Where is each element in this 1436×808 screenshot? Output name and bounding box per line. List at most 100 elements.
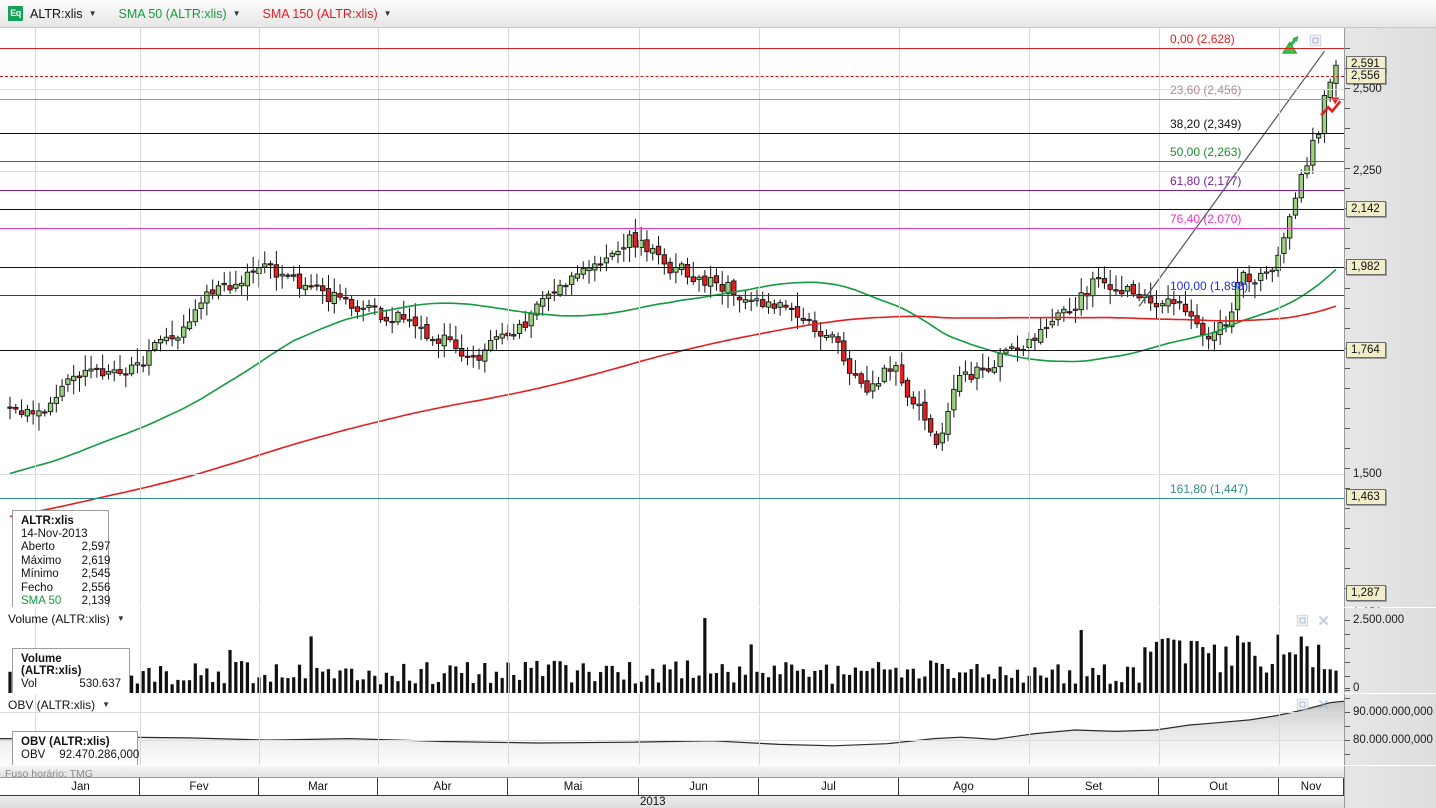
fib-level-236-line — [0, 99, 1344, 100]
obv-legend-label: OBV — [21, 749, 46, 761]
month-label-nov[interactable]: Nov — [1279, 778, 1344, 796]
month-labels-row[interactable]: Jan Fev Mar Abr Mai Jun Jul Ago Set Out Nov — [0, 778, 1344, 796]
obv-area-series — [0, 700, 1344, 765]
symbol-selector[interactable]: ALTR:xlis ▼ — [30, 7, 96, 21]
axis-tick — [1345, 634, 1350, 635]
time-axis-band — [0, 766, 1344, 778]
month-label-jun[interactable]: Jun — [639, 778, 759, 796]
price-panel-controls[interactable] — [1288, 34, 1322, 47]
legend-title: ALTR:xlis — [21, 515, 74, 527]
axis-tick — [1345, 448, 1350, 449]
axis-tick — [1345, 698, 1350, 699]
legend-sma50-label: SMA 50 — [21, 595, 62, 607]
axis-tick — [1345, 48, 1350, 49]
obv-panel-controls[interactable] — [1296, 698, 1330, 711]
obv-panel-header[interactable]: OBV (ALTR:xlis) ▼ — [8, 698, 110, 712]
obv-axis-label: 80.000.000,000 — [1353, 734, 1433, 746]
axis-tick — [1345, 620, 1350, 621]
volume-plot-area[interactable]: Volume (ALTR:xlis) ▼ Volume (ALTR:xlis) … — [0, 608, 1344, 693]
fib-level-382-label: 38,20 (2,349) — [1170, 117, 1242, 131]
legend-open-value: 2,597 — [81, 541, 111, 554]
fib-level-1618-label: 161,80 (1,447) — [1170, 482, 1249, 496]
price-tag-level-1982[interactable]: 1,982 — [1346, 259, 1386, 275]
candlestick-series — [7, 41, 1342, 518]
year-band — [0, 796, 1344, 808]
volume-panel-header[interactable]: Volume (ALTR:xlis) ▼ — [8, 612, 125, 626]
fib-level-500-label: 50,00 (2,263) — [1170, 145, 1242, 159]
fib-level-500-line — [0, 161, 1344, 162]
price-axis[interactable]: 2,5002,2501,5001,2502,5912,5562,1421,982… — [1344, 28, 1436, 619]
price-plot-area[interactable]: 0,00 (2,628) 23,60 (2,456) 38,20 (2,349) 50… — [0, 28, 1344, 607]
price-tag-level-1287[interactable]: 1,287 — [1346, 585, 1386, 601]
volume-axis[interactable]: 2.500.000 0 — [1344, 608, 1436, 694]
volume-legend-value: 530.637 — [79, 678, 121, 690]
axis-tick — [1345, 428, 1350, 429]
support-resistance-line — [0, 209, 1344, 210]
volume-legend-box: Volume (ALTR:xlis) Vol 530.637 — [12, 648, 130, 693]
symbol-label: ALTR:xlis — [30, 6, 83, 21]
axis-tick — [1345, 248, 1350, 249]
axis-tick — [1345, 676, 1350, 677]
axis-tick — [1345, 328, 1350, 329]
sma50-label: SMA 50 (ALTR:xlis) — [118, 6, 227, 21]
indicator-sma150[interactable]: SMA 150 (ALTR:xlis) ▼ — [263, 7, 392, 21]
price-tag-level-1463[interactable]: 1,463 — [1346, 489, 1386, 505]
axis-corner — [1344, 766, 1436, 808]
axis-tick — [1345, 568, 1350, 569]
obv-axis[interactable]: 90.000.000,000 80.000.000,000 — [1344, 694, 1436, 765]
volume-axis-label: 0 — [1353, 682, 1360, 694]
maximize-icon[interactable] — [1296, 614, 1309, 627]
month-label-mar[interactable]: Mar — [259, 778, 378, 796]
chevron-down-icon: ▼ — [232, 8, 241, 18]
chevron-down-icon: ▼ — [102, 700, 111, 709]
equity-badge-icon: Eq — [8, 6, 23, 21]
time-axis[interactable]: Jan Fev Mar Abr Mai Jun Jul Ago Set Out Nov 2013 — [0, 766, 1436, 808]
close-icon[interactable] — [1317, 614, 1330, 627]
month-label-ago[interactable]: Ago — [899, 778, 1029, 796]
price-legend-box: ALTR:xlis 14-Nov-2013 Aberto 2,597 Máxim… — [12, 510, 111, 607]
legend-high-value: 2,619 — [81, 554, 111, 567]
volume-panel-controls[interactable] — [1296, 614, 1330, 627]
month-label-fev[interactable]: Fev — [140, 778, 259, 796]
month-label-set[interactable]: Set — [1029, 778, 1159, 796]
axis-tick — [1345, 754, 1350, 755]
legend-date: 14-Nov-2013 — [21, 528, 88, 540]
axis-tick — [1345, 288, 1350, 289]
trend-up-icon[interactable] — [1288, 34, 1301, 47]
support-resistance-line — [0, 267, 1344, 268]
month-label-jan[interactable]: Jan — [22, 778, 140, 796]
legend-high-label: Máximo — [21, 554, 62, 567]
axis-tick — [1345, 368, 1350, 369]
price-tag-level-2142[interactable]: 2,142 — [1346, 201, 1386, 217]
price-axis-label: 2,250 — [1353, 165, 1382, 177]
axis-tick — [1345, 468, 1350, 469]
month-label-jul[interactable]: Jul — [759, 778, 899, 796]
legend-low-value: 2,545 — [81, 568, 111, 581]
legend-open-label: Aberto — [21, 541, 55, 554]
legend-close-label: Fecho — [21, 581, 53, 594]
volume-bars — [8, 618, 1338, 693]
month-label-out[interactable]: Out — [1159, 778, 1279, 796]
month-label-abr[interactable]: Abr — [378, 778, 508, 796]
axis-tick — [1345, 662, 1350, 663]
close-icon[interactable] — [1317, 698, 1330, 711]
support-resistance-line — [0, 350, 1344, 351]
legend-sma50-value: 2,139 — [81, 595, 111, 607]
axis-tick — [1345, 488, 1350, 489]
axis-tick — [1345, 128, 1350, 129]
price-tag-last[interactable]: 2,556 — [1346, 68, 1386, 84]
axis-tick — [1345, 168, 1350, 169]
maximize-icon[interactable] — [1296, 698, 1309, 711]
fib-level-0-line — [0, 48, 1344, 49]
indicator-sma50[interactable]: SMA 50 (ALTR:xlis) ▼ — [118, 7, 240, 21]
last-price-line — [0, 76, 1344, 77]
price-tag-level-1764[interactable]: 1,764 — [1346, 342, 1386, 358]
fib-level-764-label: 76,40 (2,070) — [1170, 212, 1242, 226]
obv-plot-area[interactable]: OBV (ALTR:xlis) ▼ OBV (ALTR:xlis) OBV 92… — [0, 694, 1344, 765]
axis-tick — [1345, 712, 1350, 713]
maximize-icon[interactable] — [1309, 34, 1322, 47]
fib-level-236-label: 23,60 (2,456) — [1170, 83, 1242, 97]
fib-level-382-line — [0, 133, 1344, 134]
month-label-mai[interactable]: Mai — [508, 778, 639, 796]
